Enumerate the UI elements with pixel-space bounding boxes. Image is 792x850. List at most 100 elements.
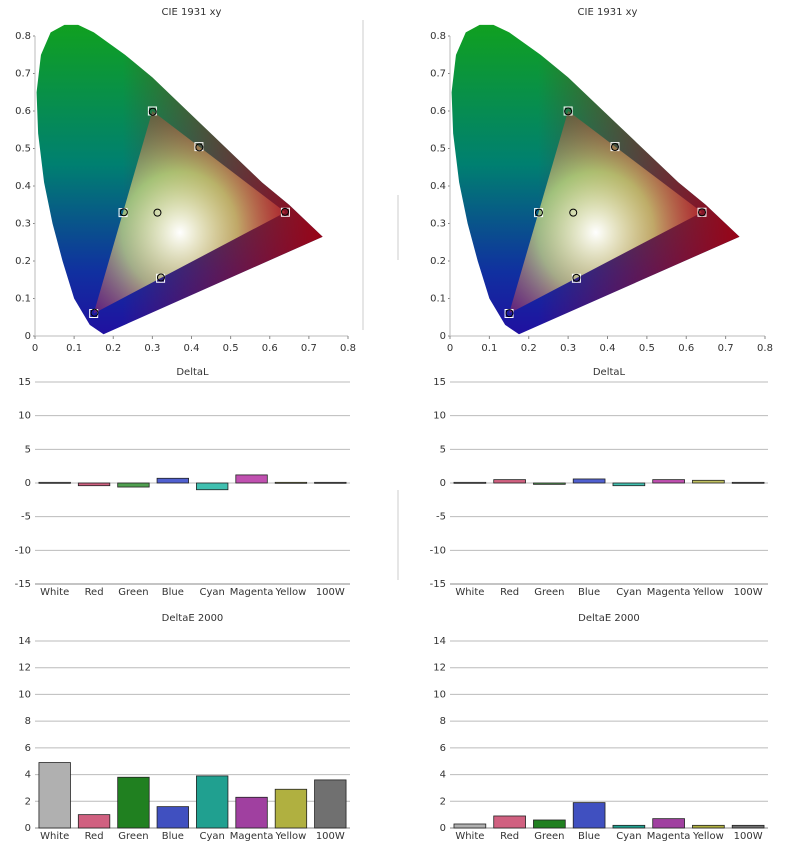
- x-tick-label: Blue: [162, 831, 184, 842]
- measured-point: [153, 208, 162, 217]
- x-tick-label: Blue: [162, 587, 184, 598]
- x-tick-label: 0.8: [340, 343, 356, 354]
- bar: [235, 796, 268, 829]
- x-tick-label: 0.5: [639, 343, 655, 354]
- measured-point: [90, 308, 99, 317]
- y-tick-label: 0: [25, 478, 31, 489]
- y-tick-label: 0.6: [430, 106, 446, 117]
- x-tick-label: Green: [534, 587, 564, 598]
- x-tick-label: 100W: [316, 831, 345, 842]
- bar: [612, 482, 646, 487]
- y-tick-label: 0.2: [430, 256, 446, 267]
- bar: [117, 482, 150, 488]
- y-tick-label: 0.5: [430, 144, 446, 155]
- y-tick-label: 12: [18, 663, 31, 674]
- x-tick-label: Magenta: [647, 831, 691, 842]
- x-tick-label: Green: [534, 831, 564, 842]
- y-tick-label: 4: [25, 770, 31, 781]
- y-tick-label: 5: [440, 444, 446, 455]
- measured-point: [148, 107, 157, 116]
- measured-point: [534, 208, 543, 217]
- x-tick-label: 0.4: [600, 343, 616, 354]
- x-tick-label: 0.8: [757, 343, 773, 354]
- x-tick-label: 0.3: [560, 343, 576, 354]
- bar: [572, 802, 606, 829]
- y-tick-label: 12: [433, 663, 446, 674]
- x-tick-label: Red: [85, 587, 104, 598]
- y-tick-label: 14: [433, 636, 446, 647]
- y-tick-label: 0: [440, 478, 446, 489]
- measured-point: [156, 273, 165, 282]
- bar: [453, 823, 487, 829]
- x-tick-label: 0: [32, 343, 38, 354]
- bar: [493, 479, 526, 484]
- measured-point: [569, 208, 578, 217]
- y-tick-label: 5: [25, 444, 31, 455]
- measured-point: [572, 273, 581, 282]
- y-tick-label: 10: [433, 689, 446, 700]
- x-tick-label: White: [455, 831, 484, 842]
- bar: [533, 482, 566, 485]
- x-tick-label: 100W: [316, 587, 345, 598]
- y-tick-label: 0.5: [15, 144, 31, 155]
- x-tick-label: Yellow: [692, 587, 724, 598]
- measured-point: [698, 208, 706, 217]
- bar: [314, 779, 347, 829]
- x-tick-label: White: [455, 587, 484, 598]
- measured-point: [281, 207, 290, 216]
- bar: [274, 481, 308, 484]
- bar: [38, 481, 71, 484]
- y-tick-label: 6: [25, 743, 31, 754]
- y-tick-label: 10: [433, 411, 446, 422]
- chart-title: DeltaL: [176, 367, 209, 378]
- x-tick-label: 0.6: [678, 343, 694, 354]
- y-tick-label: -10: [15, 545, 31, 556]
- chart-title: CIE 1931 xy: [162, 7, 222, 18]
- y-tick-label: 8: [440, 716, 446, 727]
- x-tick-label: Red: [500, 587, 519, 598]
- y-tick-label: 0.3: [430, 219, 446, 230]
- x-tick-label: 0.7: [718, 343, 734, 354]
- x-tick-label: 0.1: [481, 343, 497, 354]
- bar: [652, 818, 685, 829]
- y-tick-label: 14: [18, 636, 31, 647]
- chart-title: DeltaE 2000: [578, 613, 640, 624]
- chart-title: DeltaL: [593, 367, 626, 378]
- y-tick-label: 0.3: [15, 219, 31, 230]
- x-tick-label: Yellow: [275, 587, 307, 598]
- y-tick-label: 0.7: [15, 69, 31, 80]
- x-tick-label: Cyan: [616, 831, 641, 842]
- x-tick-label: Cyan: [616, 587, 641, 598]
- x-tick-label: 100W: [734, 831, 763, 842]
- x-tick-label: 0.2: [105, 343, 121, 354]
- y-tick-label: 4: [440, 770, 446, 781]
- x-tick-label: Yellow: [275, 831, 307, 842]
- x-tick-label: 0.4: [184, 343, 200, 354]
- y-tick-label: 8: [25, 716, 31, 727]
- y-tick-label: 0: [440, 823, 446, 834]
- y-tick-label: 0.8: [430, 31, 446, 42]
- bar: [77, 482, 111, 487]
- x-tick-label: 0.2: [521, 343, 537, 354]
- x-tick-label: 100W: [734, 587, 763, 598]
- x-tick-label: Green: [118, 587, 148, 598]
- y-tick-label: 0.7: [430, 69, 446, 80]
- x-tick-label: White: [40, 587, 69, 598]
- bar: [156, 806, 189, 829]
- bar: [235, 474, 268, 484]
- bar: [493, 815, 526, 829]
- bar: [77, 814, 111, 829]
- bar: [731, 481, 765, 484]
- x-tick-label: White: [40, 831, 69, 842]
- bar: [612, 824, 646, 829]
- y-tick-label: 0: [25, 823, 31, 834]
- y-tick-label: 6: [440, 743, 446, 754]
- x-tick-label: 0.6: [262, 343, 278, 354]
- bar: [692, 479, 725, 484]
- y-tick-label: -10: [430, 545, 446, 556]
- y-tick-label: 10: [18, 689, 31, 700]
- x-tick-label: Red: [500, 831, 519, 842]
- x-tick-label: Cyan: [200, 831, 225, 842]
- measured-point: [564, 107, 573, 116]
